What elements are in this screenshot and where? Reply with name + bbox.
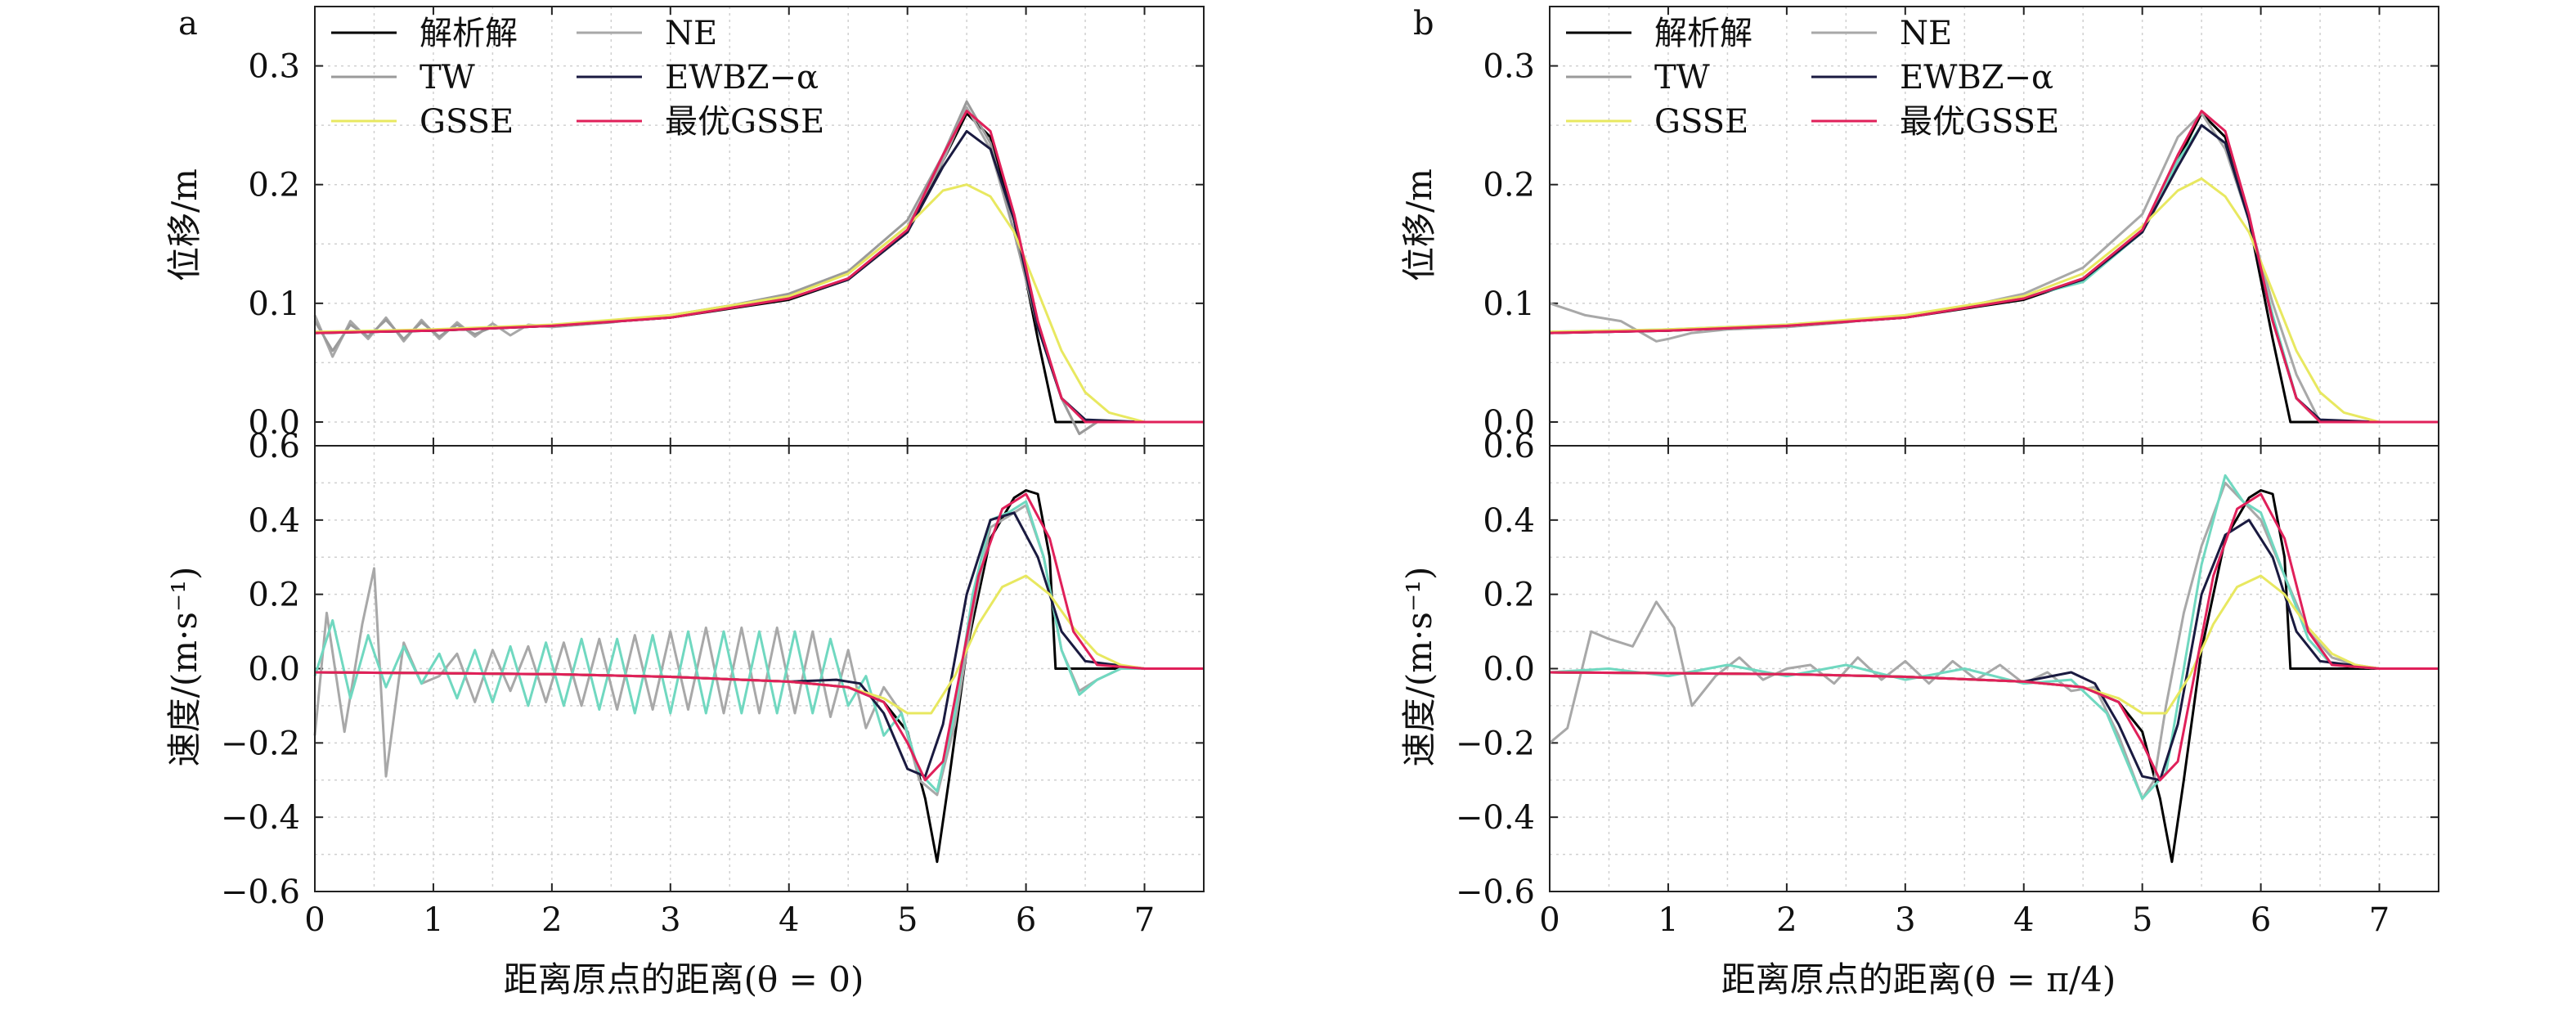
b-bottom-frame	[1549, 445, 2439, 892]
a-top-legend-label: 解析解	[420, 15, 518, 52]
x-axis-label-b: 距离原点的距离(θ = π/4)	[1721, 959, 2116, 999]
b-top-legend-label: GSSE	[1654, 103, 1748, 141]
b-bottom-x-tick-label: 3	[1895, 901, 1915, 939]
y-axis-label-top-a: 位移/m	[164, 168, 204, 281]
a-top-series-line	[314, 110, 1204, 424]
b-top-y-tick-label: 0.2	[1483, 167, 1535, 204]
a-top-y-tick-label: 0.2	[248, 167, 300, 204]
panel-label-b: b	[1413, 5, 1434, 43]
a-top-legend-label: GSSE	[420, 103, 514, 141]
b-bottom-series-line	[1549, 481, 2439, 800]
a-bottom-y-tick-label: 0.2	[248, 577, 300, 614]
b-bottom-y-tick-label: 0.6	[1483, 428, 1535, 465]
b-top-legend-label: NE	[1900, 15, 1952, 52]
a-bottom-series-line	[314, 492, 1204, 782]
y-axis-label-bottom-b: 速度/(m·s⁻¹)	[1399, 567, 1439, 767]
b-bottom-x-tick-label: 6	[2251, 901, 2271, 939]
a-bottom-y-tick-label: 0.0	[248, 651, 300, 689]
a-top-y-tick-label: 0.1	[248, 285, 300, 323]
a-bottom-frame	[314, 445, 1205, 892]
b-top-y-tick-label: 0.1	[1483, 285, 1535, 323]
a-bottom-series-line	[313, 500, 1204, 793]
a-bottom-series-line	[313, 504, 1204, 797]
panel-b: 0.0 0.1 0.2 0.3 解析解 NE TW EWBZ−α GSSE 最优GSSE 0 1 2 3 4…	[1456, 6, 2439, 939]
a-top-series-line	[314, 183, 1204, 424]
b-bottom-x-tick-label: 0	[1539, 901, 1560, 939]
b-top-y-tick-label: 0.3	[1483, 48, 1535, 86]
b-top-legend-label: 最优GSSE	[1900, 103, 2059, 141]
b-bottom-y-tick-label: 0.4	[1483, 502, 1535, 540]
a-bottom-y-tick-label: 0.4	[248, 502, 300, 540]
b-bottom-y-tick-label: −0.6	[1456, 874, 1535, 911]
a-bottom-y-tick-label: −0.2	[221, 725, 300, 762]
a-top-legend-label: TW	[420, 59, 475, 97]
a-bottom-y-tick-label: 0.6	[248, 428, 300, 465]
b-bottom-series-line	[1549, 492, 2439, 782]
b-bottom-y-tick-label: −0.2	[1456, 725, 1535, 762]
b-top-legend-label: EWBZ−α	[1900, 59, 2053, 97]
b-bottom-x-tick-label: 4	[2013, 901, 2034, 939]
b-bottom-x-tick-label: 5	[2132, 901, 2152, 939]
a-bottom-y-tick-label: −0.4	[221, 799, 300, 837]
a-bottom-x-tick-label: 4	[779, 901, 799, 939]
y-axis-label-bottom-a: 速度/(m·s⁻¹)	[164, 567, 204, 767]
b-bottom-y-tick-label: 0.0	[1483, 651, 1535, 689]
panel-label-a: a	[178, 5, 198, 43]
b-top-y-tick-label: 0.0	[1483, 404, 1535, 442]
a-top-y-tick-label: 0.0	[248, 404, 300, 442]
b-bottom-y-tick-label: −0.4	[1456, 799, 1535, 837]
panel-a: 0.0 0.1 0.2 0.3 解析解 NE TW EWBZ−α GSSE 最优GSSE 0 1 2 3 4…	[221, 6, 1205, 939]
a-bottom-x-tick-label: 2	[541, 901, 562, 939]
y-axis-label-top-b: 位移/m	[1399, 168, 1439, 281]
a-top-legend-label: NE	[665, 15, 717, 52]
b-top-series-line	[1549, 112, 2439, 424]
a-bottom-x-tick-label: 0	[304, 901, 325, 939]
b-bottom-x-tick-label: 1	[1658, 901, 1678, 939]
b-top-series-line	[1549, 177, 2439, 424]
a-bottom-x-tick-label: 3	[660, 901, 680, 939]
a-top-legend-label: 最优GSSE	[665, 103, 824, 141]
a-bottom-x-tick-label: 7	[1134, 901, 1155, 939]
b-bottom-series-line	[1549, 474, 2439, 800]
b-top-legend-label: TW	[1654, 59, 1710, 97]
a-bottom-y-tick-label: −0.6	[221, 874, 300, 911]
a-top-legend-label: EWBZ−α	[665, 59, 819, 97]
b-top-series-line	[1549, 110, 2439, 424]
b-bottom-x-tick-label: 2	[1776, 901, 1797, 939]
a-bottom-x-tick-label: 6	[1016, 901, 1036, 939]
b-top-legend-label: 解析解	[1654, 15, 1752, 52]
a-bottom-x-tick-label: 1	[423, 901, 443, 939]
a-bottom-x-tick-label: 5	[897, 901, 918, 939]
b-bottom-x-tick-label: 7	[2369, 901, 2390, 939]
a-top-y-tick-label: 0.3	[248, 48, 300, 86]
b-top-plot-area	[1550, 7, 2439, 446]
b-bottom-y-tick-label: 0.2	[1483, 577, 1535, 614]
a-top-plot-area	[315, 7, 1204, 446]
x-axis-label-a: 距离原点的距离(θ = 0)	[504, 959, 864, 999]
